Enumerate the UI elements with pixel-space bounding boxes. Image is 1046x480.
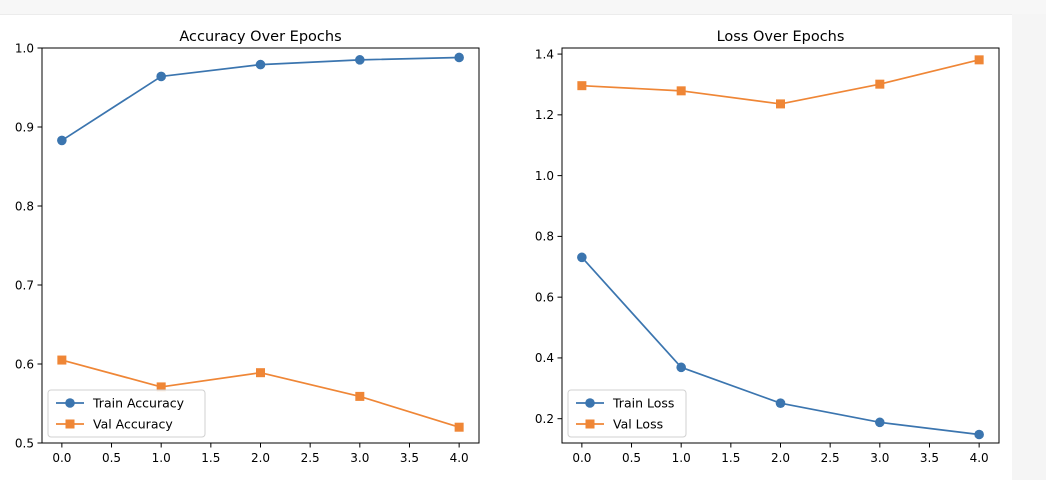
train-accuracy-point [355,55,365,65]
loss-legend: Train Loss Val Loss [567,389,687,438]
train-loss-point [676,362,686,373]
val-loss-point [676,86,686,96]
x-tick-label: 2.5 [821,451,840,465]
val-loss-point [776,99,785,109]
y-tick-label: 0.6 [15,357,34,371]
train-accuracy-point [156,71,166,82]
accuracy-title: Accuracy Over Epochs [179,29,341,45]
loss-title: Loss Over Epochs [717,29,845,45]
val-loss-point [974,55,984,65]
y-tick-label: 0.5 [15,436,34,450]
val-accuracy-legend-marker [65,419,75,429]
y-tick-label: 0.4 [535,351,554,365]
accuracy-chart: Accuracy Over Epochs 0.0 0.5 1.0 1.5 2.0 2.5 3.… [15,29,480,465]
y-tick-label: 0.9 [15,120,34,134]
val-accuracy-legend-label: Val Accuracy [93,417,173,432]
x-tick-label: 0.5 [102,451,121,465]
y-tick-label: 1.4 [535,47,554,61]
val-loss-legend-marker [585,419,595,429]
val-loss-point [577,81,587,91]
x-tick-label: 4.0 [450,451,469,465]
train-accuracy-point [454,52,464,63]
x-tick-label: 3.5 [400,451,419,465]
y-tick-label: 1.0 [15,41,34,55]
x-tick-label: 3.0 [350,451,369,465]
val-accuracy-point [256,368,265,378]
loss-chart: Loss Over Epochs 0.0 0.5 1.0 1.5 2.0 2.5 3.0 3.5… [535,29,1000,465]
loss-axes-frame [561,47,1000,444]
x-tick-label: 0.0 [52,451,71,465]
legend-box [567,389,687,438]
train-loss-point [577,252,587,263]
train-loss-point [974,429,984,440]
val-accuracy-point [355,391,365,401]
train-accuracy-legend-marker [65,398,75,408]
train-loss-legend-label: Train Loss [612,396,674,411]
train-loss-point [775,398,786,408]
x-tick-label: 1.0 [152,451,171,465]
x-tick-label: 2.0 [251,451,270,465]
accuracy-legend: Train Accuracy Val Accuracy [47,389,206,438]
train-loss-point [875,417,885,428]
y-tick-label: 1.0 [535,169,554,183]
x-tick-label: 0.0 [572,451,591,465]
train-accuracy-point [255,59,266,70]
y-tick-label: 0.2 [535,412,554,426]
x-tick-label: 1.5 [201,451,220,465]
val-accuracy-point [57,355,67,365]
x-tick-label: 2.5 [301,451,320,465]
y-tick-label: 0.6 [535,290,554,304]
val-loss-legend-label: Val Loss [613,417,663,432]
x-tick-label: 2.0 [771,451,790,465]
val-loss-point [875,79,885,89]
x-tick-label: 4.0 [970,451,989,465]
y-tick-label: 0.7 [15,278,34,292]
x-tick-label: 0.5 [622,451,641,465]
val-accuracy-point [156,382,166,392]
x-tick-label: 3.0 [870,451,889,465]
train-accuracy-legend-label: Train Accuracy [92,396,185,411]
legend-box [47,389,206,438]
y-tick-label: 1.2 [535,108,554,122]
train-loss-legend-marker [585,398,595,408]
x-tick-label: 1.5 [721,451,740,465]
y-tick-label: 0.8 [535,230,554,244]
x-tick-label: 3.5 [920,451,939,465]
val-accuracy-point [454,422,464,432]
train-accuracy-point [57,135,67,146]
scroll-gutter [1012,14,1046,480]
x-tick-label: 1.0 [672,451,691,465]
val-loss-line [581,59,980,105]
accuracy-axes-frame [41,47,480,444]
train-accuracy-line [61,56,460,142]
training-figure: Accuracy Over Epochs 0.0 0.5 1.0 1.5 2.0 2.5 3.… [15,29,1000,465]
y-tick-label: 0.8 [15,199,34,213]
top-band [0,0,1046,15]
